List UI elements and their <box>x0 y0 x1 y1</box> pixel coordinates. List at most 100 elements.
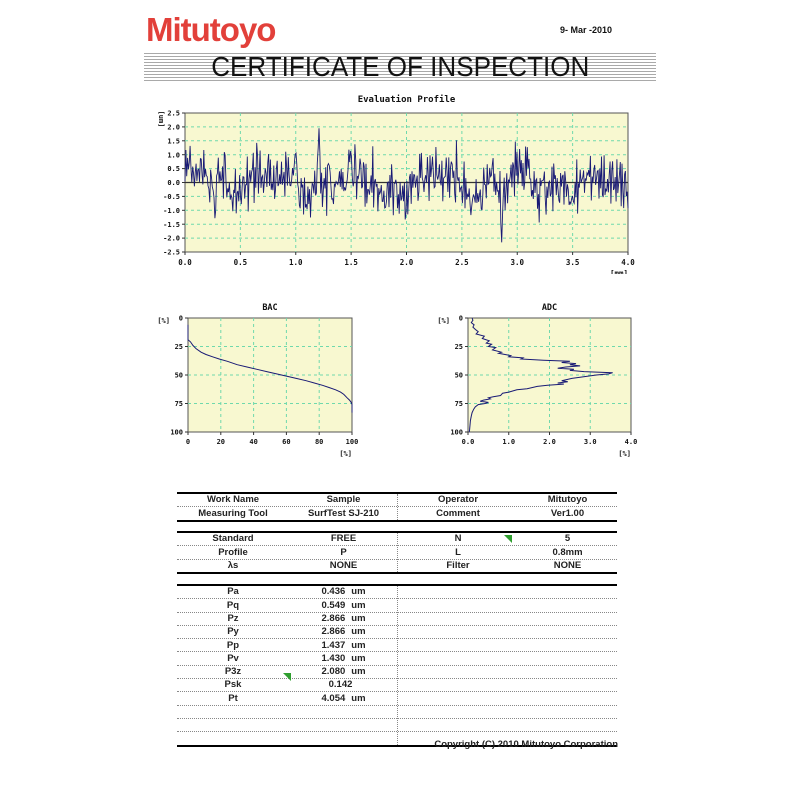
cell-label: Measuring Tool <box>198 507 268 519</box>
svg-text:100: 100 <box>450 429 463 437</box>
svg-text:Evaluation Profile: Evaluation Profile <box>358 94 456 105</box>
svg-text:1.5: 1.5 <box>167 137 180 145</box>
table-row: λs NONE Filter NONE <box>177 560 617 572</box>
cell-value: 0.8mm <box>552 546 583 558</box>
svg-text:25: 25 <box>175 343 183 351</box>
parameter-name: P3z <box>224 666 242 678</box>
svg-text:75: 75 <box>455 400 463 408</box>
svg-text:80: 80 <box>315 438 323 446</box>
svg-text:0.0: 0.0 <box>167 179 180 187</box>
svg-text:2.5: 2.5 <box>167 110 180 118</box>
svg-text:0.0: 0.0 <box>462 438 475 446</box>
green-cursor-icon <box>283 673 291 681</box>
cell-value: Ver1.00 <box>550 507 585 519</box>
svg-text:[%]: [%] <box>339 450 352 458</box>
svg-text:4.0: 4.0 <box>621 258 635 267</box>
parameter-value: 4.054 um <box>321 692 366 704</box>
parameter-name: Py <box>227 626 239 638</box>
cell-label: L <box>455 546 461 558</box>
parameter-name: Pt <box>228 692 238 704</box>
page-title: CERTIFICATE OF INSPECTION <box>210 51 590 82</box>
cell-value: Sample <box>326 494 361 506</box>
svg-text:75: 75 <box>175 400 183 408</box>
svg-text:1.0: 1.0 <box>167 151 180 159</box>
svg-text:2.0: 2.0 <box>167 124 180 132</box>
cell-value: NONE <box>553 560 582 572</box>
certificate-title-banner: CERTIFICATE OF INSPECTION <box>144 51 656 82</box>
svg-text:2.5: 2.5 <box>455 258 469 267</box>
cell-label: Standard <box>212 533 254 545</box>
svg-text:0: 0 <box>186 438 190 446</box>
svg-text:0: 0 <box>459 315 463 323</box>
svg-text:-1.0: -1.0 <box>163 207 180 215</box>
cell-value: Mitutoyo <box>547 494 588 506</box>
cell-label: λs <box>227 560 239 572</box>
parameter-value: 1.430 um <box>321 652 366 664</box>
svg-text:-1.5: -1.5 <box>163 221 180 229</box>
svg-text:25: 25 <box>455 343 463 351</box>
svg-text:4.0: 4.0 <box>625 438 638 446</box>
parameter-value: 0.436 um <box>321 586 366 598</box>
results-table: Pa 0.436 um Pq 0.549 um Pz 2.866 um Py 2.86… <box>177 584 617 747</box>
cell-value: P <box>340 546 347 558</box>
cell-value: NONE <box>329 560 358 572</box>
svg-text:3.0: 3.0 <box>510 258 524 267</box>
svg-text:0.0: 0.0 <box>178 258 192 267</box>
cell-label: Profile <box>218 546 248 558</box>
parameter-value: 1.437 um <box>321 639 366 651</box>
svg-text:100: 100 <box>170 429 183 437</box>
svg-text:1.0: 1.0 <box>289 258 303 267</box>
svg-text:2.0: 2.0 <box>543 438 556 446</box>
svg-text:-0.5: -0.5 <box>163 193 180 201</box>
parameter-name: Pz <box>227 612 239 624</box>
svg-text:[%]: [%] <box>437 317 450 325</box>
parameter-value: 2.866 um <box>321 612 366 624</box>
svg-text:2.0: 2.0 <box>400 258 414 267</box>
cell-value: FREE <box>330 533 357 545</box>
conditions-table: Standard FREE N 5 Profile P L 0.8mm λs N… <box>177 531 617 575</box>
svg-text:0.5: 0.5 <box>234 258 248 267</box>
svg-text:BAC: BAC <box>262 303 277 313</box>
table-divider <box>397 533 398 573</box>
parameter-name: Psk <box>224 679 242 691</box>
svg-text:0.5: 0.5 <box>167 165 180 173</box>
parameter-value: 0.142 <box>328 679 353 691</box>
svg-text:1.0: 1.0 <box>502 438 515 446</box>
svg-text:[mm]: [mm] <box>610 269 628 274</box>
svg-text:[%]: [%] <box>618 450 631 458</box>
info-table: Work Name Sample Operator Mitutoyo Measu… <box>177 492 617 522</box>
svg-text:0: 0 <box>179 315 183 323</box>
adc-chart: ADC 0.0 1.0 2.0 3.0 4.0 0 25 50 75 100 [%] [%] <box>437 303 638 458</box>
svg-text:50: 50 <box>455 372 463 380</box>
table-divider <box>397 494 398 520</box>
cell-label: Comment <box>436 507 480 519</box>
parameter-name: Pq <box>226 599 240 611</box>
parameter-name: Pp <box>226 639 240 651</box>
table-row: Measuring Tool SurfTest SJ-210 Comment V… <box>177 507 617 519</box>
parameter-name: Pa <box>227 586 239 598</box>
copyright-text: Copyright (C) 2010 Mitutoyo Corporation <box>434 739 618 750</box>
svg-text:-2.5: -2.5 <box>163 249 180 257</box>
svg-text:100: 100 <box>346 438 359 446</box>
cell-label: N <box>454 533 462 545</box>
mitutoyo-logo: Mitutoyo <box>146 11 276 48</box>
cell-label: Filter <box>446 560 470 572</box>
svg-text:60: 60 <box>282 438 290 446</box>
cell-value: 5 <box>564 533 571 545</box>
svg-text:1.5: 1.5 <box>344 258 358 267</box>
svg-text:3.5: 3.5 <box>566 258 580 267</box>
parameter-value: 2.866 um <box>321 626 366 638</box>
svg-text:[um]: [um] <box>157 111 165 128</box>
report-date: 9- Mar -2010 <box>560 25 613 35</box>
evaluation-profile-chart: Evaluation Profile 0.0 0.5 1.0 1.5 2.0 2.5 3.0 3… <box>157 94 635 274</box>
svg-text:50: 50 <box>175 372 183 380</box>
table-divider <box>397 586 398 745</box>
parameter-name: Pv <box>227 652 239 664</box>
svg-text:-2.0: -2.0 <box>163 235 180 243</box>
svg-text:3.0: 3.0 <box>584 438 597 446</box>
svg-text:40: 40 <box>249 438 257 446</box>
svg-text:20: 20 <box>217 438 225 446</box>
cell-label: Work Name <box>206 494 260 506</box>
